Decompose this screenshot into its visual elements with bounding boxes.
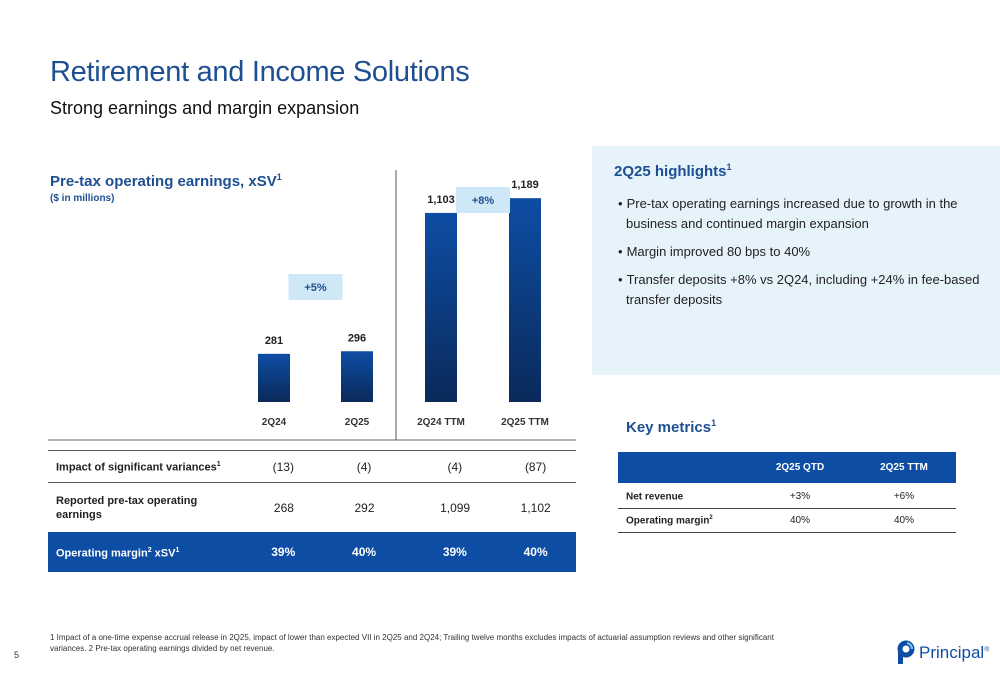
km-cell: +3% [789,491,811,502]
chart-title: Pre-tax operating earnings, xSV1 [50,172,282,190]
row-label: Impact of significant variances1 [56,461,221,474]
earnings-bar-chart: 281 2Q24 296 2Q25 1,103 2Q24 TTM 1,189 2Q25 TTM… [48,170,576,441]
logo-text: Principal® [919,643,990,662]
table-row-variances: Impact of significant variances1 (13) (4… [48,450,576,482]
table-cell: (13) [272,459,294,474]
category-label: 2Q24 TTM [417,417,465,428]
table-cell: 39% [442,545,467,559]
table-cell: 292 [354,500,375,515]
table-cell: 1,102 [520,500,551,515]
km-column-header: 2Q25 QTD [775,462,825,473]
highlights-title: 2Q25 highlights1 [614,162,732,180]
key-metrics-row: Net revenue +3% +6% [618,485,956,509]
highlights-panel: 2Q25 highlights1 Pre-tax operating earni… [592,146,1000,375]
table-cell: (4) [356,459,372,474]
table-cell: 40% [352,545,377,559]
key-metrics-header: 2Q25 QTD 2Q25 TTM [618,452,956,483]
growth-badge-label: +8% [472,195,495,207]
bar-2q24 [258,353,290,402]
bar-value-label: 1,103 [427,194,455,206]
table-cell: 40% [523,545,548,559]
bar-2q25 [341,351,373,402]
km-cell: 40% [893,515,914,526]
table-cell: (4) [447,459,463,474]
page-subtitle: Strong earnings and margin expansion [50,98,360,118]
principal-logo: Principal® [896,640,989,666]
growth-badge [288,274,343,300]
key-metrics-title: Key metrics1 [626,418,717,436]
highlight-item: Margin improved 80 bps to 40% [616,242,986,262]
table-row-reported: Reported pre-tax operating earnings 268 … [48,482,576,532]
category-label: 2Q25 TTM [501,417,549,428]
bar-2q24-ttm [425,212,457,402]
growth-badge [456,187,510,213]
growth-badge-label: +5% [304,282,327,294]
highlights-list: Pre-tax operating earnings increased due… [616,194,986,318]
table-cell: 39% [271,545,296,559]
km-row-label: Net revenue [626,491,684,503]
bar-value-label: 1,189 [511,179,539,191]
key-metrics-row: Operating margin2 40% 40% [618,509,956,533]
table-row-margin: Operating margin2 xSV1 39% 40% 39% 40% [48,532,576,572]
bar-2q25-ttm [509,198,541,402]
km-row-label: Operating margin2 [626,514,713,527]
bar-value-label: 281 [265,335,283,347]
table-cell: 1,099 [440,500,471,515]
page-title: Retirement and Income Solutions [50,56,470,88]
bar-value-label: 296 [348,332,366,344]
km-column-header: 2Q25 TTM [880,462,928,473]
chart-subtitle: ($ in millions) [50,193,115,204]
km-cell: +6% [893,491,915,502]
row-label: Operating margin2 xSV1 [56,546,180,560]
highlight-item: Transfer deposits +8% vs 2Q24, including… [616,270,986,310]
row-label: Reported pre-tax operating earnings [56,494,198,521]
category-label: 2Q25 [345,417,370,428]
principal-logo-icon [897,640,915,664]
km-cell: 40% [789,515,810,526]
highlight-item: Pre-tax operating earnings increased due… [616,194,986,234]
category-label: 2Q24 [262,417,287,428]
footnote: 1 Impact of a one-time expense accrual r… [50,633,774,653]
page-number: 5 [14,650,20,660]
table-cell: 268 [273,500,294,515]
table-cell: (87) [524,459,547,474]
